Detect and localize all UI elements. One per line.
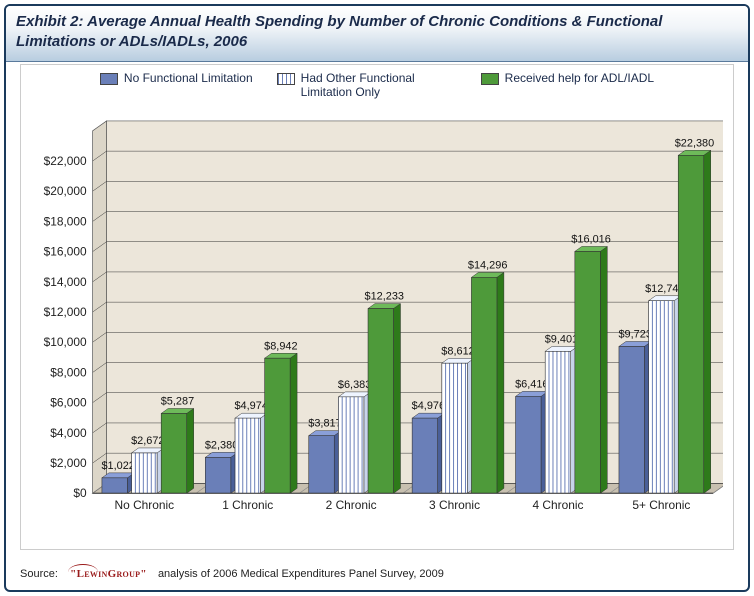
- legend-item-2: Had Other Functional Limitation Only: [277, 71, 457, 99]
- svg-text:$9,401: $9,401: [545, 333, 578, 345]
- chart-area: No Functional Limitation Had Other Funct…: [20, 64, 734, 550]
- svg-text:2 Chronic: 2 Chronic: [326, 498, 377, 512]
- svg-text:$8,942: $8,942: [264, 340, 297, 352]
- lewin-logo: "LewinGroup": [70, 568, 149, 580]
- svg-text:$4,000: $4,000: [50, 426, 87, 440]
- legend-label: No Functional Limitation: [124, 71, 253, 85]
- svg-text:$1,022: $1,022: [101, 460, 134, 472]
- legend-swatch-icon: [277, 73, 295, 85]
- svg-text:5+ Chronic: 5+ Chronic: [632, 498, 690, 512]
- svg-text:4 Chronic: 4 Chronic: [532, 498, 583, 512]
- legend: No Functional Limitation Had Other Funct…: [21, 71, 733, 99]
- svg-text:$14,296: $14,296: [468, 259, 508, 271]
- title-bar: Exhibit 2: Average Annual Health Spendin…: [6, 6, 748, 62]
- svg-text:$4,976: $4,976: [412, 400, 445, 412]
- svg-text:1 Chronic: 1 Chronic: [222, 498, 273, 512]
- legend-label: Received help for ADL/IADL: [505, 71, 654, 85]
- svg-text:$16,016: $16,016: [571, 233, 611, 245]
- svg-text:$22,000: $22,000: [44, 154, 87, 168]
- svg-text:$6,416: $6,416: [515, 378, 548, 390]
- svg-text:3 Chronic: 3 Chronic: [429, 498, 480, 512]
- svg-text:$20,000: $20,000: [44, 184, 87, 198]
- svg-text:$2,380: $2,380: [205, 439, 238, 451]
- svg-text:$9,723: $9,723: [618, 329, 651, 341]
- svg-text:No Chronic: No Chronic: [115, 498, 175, 512]
- svg-text:$18,000: $18,000: [44, 214, 87, 228]
- legend-swatch-icon: [481, 73, 499, 85]
- svg-text:$6,000: $6,000: [50, 396, 87, 410]
- svg-text:$8,000: $8,000: [50, 365, 87, 379]
- svg-text:$16,000: $16,000: [44, 245, 87, 259]
- svg-text:$3,817: $3,817: [308, 418, 341, 430]
- svg-text:$12,233: $12,233: [365, 291, 405, 303]
- svg-text:$14,000: $14,000: [44, 275, 87, 289]
- svg-text:$10,000: $10,000: [44, 335, 87, 349]
- legend-item-3: Received help for ADL/IADL: [481, 71, 654, 99]
- svg-text:$2,672: $2,672: [131, 435, 164, 447]
- svg-text:$4,974: $4,974: [234, 400, 267, 412]
- source-prefix: Source:: [20, 568, 58, 580]
- legend-label: Had Other Functional Limitation Only: [301, 71, 457, 99]
- exhibit-frame: Exhibit 2: Average Annual Health Spendin…: [4, 4, 750, 592]
- svg-text:$22,380: $22,380: [675, 137, 715, 149]
- legend-item-1: No Functional Limitation: [100, 71, 253, 99]
- legend-swatch-icon: [100, 73, 118, 85]
- svg-text:$2,000: $2,000: [50, 456, 87, 470]
- plot-svg: $0 $2,000 $4,000 $6,000 $8,000 $10,000 $12,000…: [27, 113, 723, 519]
- svg-text:$0: $0: [73, 486, 87, 500]
- exhibit-title: Exhibit 2: Average Annual Health Spendin…: [16, 12, 738, 51]
- svg-text:$8,612: $8,612: [441, 345, 474, 357]
- svg-text:$6,383: $6,383: [338, 379, 371, 391]
- svg-text:$5,287: $5,287: [161, 396, 194, 408]
- source-text: analysis of 2006 Medical Expenditures Pa…: [158, 568, 444, 580]
- source-line: Source: "LewinGroup" analysis of 2006 Me…: [20, 568, 444, 580]
- plot-wrap: $0 $2,000 $4,000 $6,000 $8,000 $10,000 $12,000…: [27, 113, 723, 519]
- svg-text:$12,000: $12,000: [44, 305, 87, 319]
